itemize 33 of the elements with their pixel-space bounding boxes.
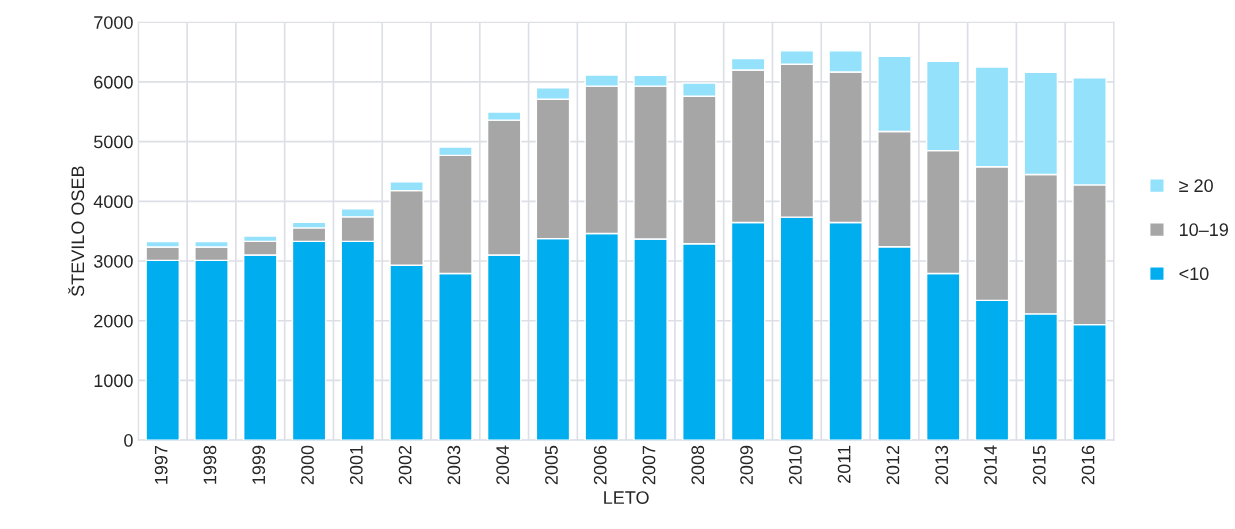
x-tick-label: 2002: [398, 445, 412, 485]
y-tick-label: 6000: [94, 75, 133, 89]
x-axis-title: LETO: [604, 491, 649, 504]
x-tick-label: 2006: [593, 445, 607, 485]
y-axis-title: ŠTEVILO OSEB: [68, 166, 85, 297]
legend-label: ≥ 20: [1179, 179, 1213, 193]
x-tick-label: 2015: [1032, 445, 1046, 485]
y-tick-label: 5000: [94, 135, 133, 149]
x-tick-label: 1999: [252, 445, 266, 484]
x-tick-label: 2000: [301, 445, 314, 485]
y-tick-label: 1000: [94, 374, 133, 388]
x-tick-label: 2013: [935, 445, 949, 485]
x-tick-label: 2007: [642, 445, 656, 485]
x-tick-label: 2008: [691, 445, 705, 485]
y-tick-label: 4000: [93, 195, 133, 209]
y-tick-label: 2000: [94, 314, 133, 328]
y-tick-label: 3000: [93, 254, 133, 268]
legend-label: <10: [1179, 267, 1209, 281]
x-tick-label: 2001: [349, 445, 363, 485]
y-tick-label: 7000: [94, 16, 133, 29]
x-tick-label: 2003: [447, 445, 461, 485]
x-tick-label: 2014: [984, 445, 997, 485]
x-tick-label: 2009: [740, 445, 753, 485]
x-tick-label: 2010: [788, 445, 802, 485]
x-tick-label: 1998: [203, 445, 217, 484]
y-tick-label: 0: [124, 434, 133, 447]
x-tick-label: 1997: [154, 445, 168, 484]
x-tick-label: 2011: [837, 445, 851, 483]
x-tick-label: 2004: [496, 445, 510, 485]
x-tick-label: 2016: [1081, 445, 1095, 485]
x-tick-label: 2005: [545, 445, 558, 485]
legend-label: 10–19: [1180, 223, 1228, 237]
x-tick-label: 2012: [886, 445, 900, 485]
